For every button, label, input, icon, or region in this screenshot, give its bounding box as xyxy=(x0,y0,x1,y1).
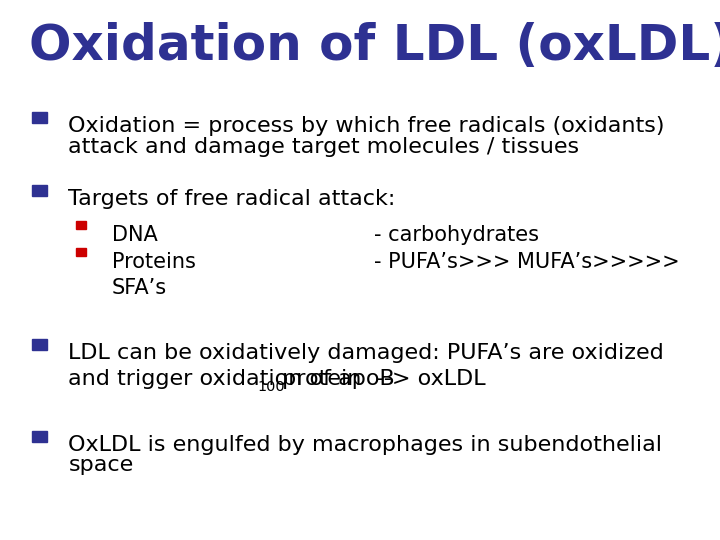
Bar xyxy=(32,112,47,123)
Text: space: space xyxy=(68,455,134,475)
Text: SFA’s: SFA’s xyxy=(112,278,167,298)
Text: Proteins: Proteins xyxy=(112,252,195,272)
Bar xyxy=(76,248,86,256)
Bar xyxy=(32,185,47,196)
Text: Oxidation of LDL (oxLDL): Oxidation of LDL (oxLDL) xyxy=(29,22,720,70)
Text: protein  --> oxLDL: protein --> oxLDL xyxy=(274,369,485,389)
Text: 100: 100 xyxy=(257,380,285,394)
Bar xyxy=(32,339,47,350)
Text: LDL can be oxidatively damaged: PUFA’s are oxidized: LDL can be oxidatively damaged: PUFA’s a… xyxy=(68,343,664,363)
Text: Targets of free radical attack:: Targets of free radical attack: xyxy=(68,189,396,209)
Bar xyxy=(76,221,86,229)
Text: Oxidation = process by which free radicals (oxidants): Oxidation = process by which free radica… xyxy=(68,116,665,136)
Text: and trigger oxidation of apoB: and trigger oxidation of apoB xyxy=(68,369,395,389)
Text: attack and damage target molecules / tissues: attack and damage target molecules / tis… xyxy=(68,137,580,157)
Text: - carbohydrates: - carbohydrates xyxy=(374,225,539,245)
Bar xyxy=(32,431,47,442)
Text: DNA: DNA xyxy=(112,225,158,245)
Text: - PUFA’s>>> MUFA’s>>>>>: - PUFA’s>>> MUFA’s>>>>> xyxy=(374,252,680,272)
Text: OxLDL is engulfed by macrophages in subendothelial: OxLDL is engulfed by macrophages in sube… xyxy=(68,435,662,455)
